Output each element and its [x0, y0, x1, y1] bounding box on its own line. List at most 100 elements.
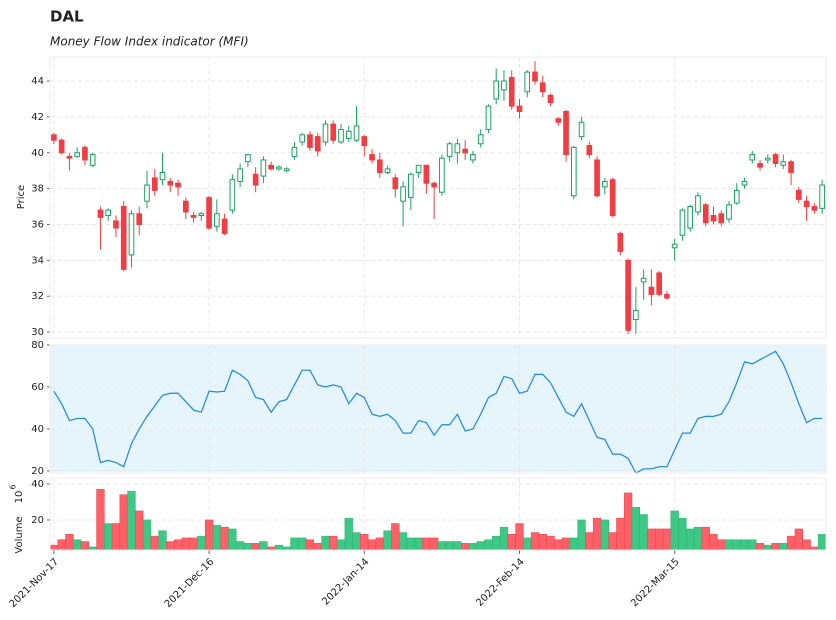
candle-body — [493, 80, 500, 100]
volume-bar — [142, 519, 152, 551]
candle-body — [555, 118, 562, 123]
candle-body — [338, 128, 344, 143]
volume-bar — [802, 539, 811, 551]
candle-body — [446, 143, 453, 157]
volume-bar — [592, 517, 602, 551]
candle-body — [516, 105, 523, 113]
volume-bar — [709, 534, 718, 551]
candle-body — [214, 213, 220, 227]
volume-bar — [158, 530, 167, 551]
y-tick-label: 30 — [31, 327, 44, 338]
volume-bar — [375, 537, 384, 551]
volume-bar — [119, 494, 128, 551]
volume-bar — [655, 528, 664, 551]
volume-bar — [755, 543, 765, 551]
y-tick-label: 38 — [31, 184, 44, 195]
candle-body — [741, 180, 748, 186]
candle-body — [361, 136, 368, 147]
volume-bar — [817, 534, 827, 551]
volume-bar — [492, 535, 501, 551]
volume-bar — [181, 537, 190, 551]
candle-body — [252, 173, 259, 186]
candle-body — [594, 159, 600, 197]
x-tick-label: 2021-Nov-17 — [8, 556, 61, 609]
volume-bar — [80, 541, 90, 551]
candle-body — [276, 166, 282, 170]
chart-subtitle: Money Flow Index indicator (MFI) — [50, 35, 249, 49]
volume-bar — [360, 534, 369, 551]
candle-body — [182, 200, 189, 213]
y-tick-label: 42 — [31, 112, 44, 123]
candle-body — [237, 168, 243, 182]
volume-bar — [608, 532, 617, 551]
candle-body — [811, 206, 818, 211]
volume-bar — [670, 510, 679, 551]
volume-bar — [732, 539, 741, 551]
volume-bar — [507, 534, 516, 551]
candle-body — [462, 148, 468, 154]
y-axis-label: Price — [16, 185, 27, 209]
x-tick-label: 2021-Dec-16 — [163, 556, 217, 610]
volume-bar — [717, 539, 726, 551]
y-tick-label: 40 — [31, 148, 44, 159]
volume-bar — [220, 526, 229, 551]
x-tick-label: 2022-Mar-15 — [629, 556, 682, 609]
volume-bar — [367, 539, 377, 551]
candle-body — [89, 154, 96, 166]
candle-body — [206, 197, 212, 229]
volume-bar — [771, 543, 780, 551]
candle-body — [128, 213, 135, 256]
scale-base: 10 — [14, 491, 25, 504]
candle-body — [563, 111, 569, 156]
candle-body — [353, 125, 360, 141]
y-tick-label: 34 — [31, 255, 44, 266]
volume-bar — [127, 490, 136, 551]
candle-body — [648, 286, 655, 295]
volume-bar — [49, 544, 59, 551]
volume-bar — [484, 539, 493, 551]
candle-body — [586, 145, 593, 156]
panel-frame — [49, 344, 827, 474]
y-axis-label: Volume — [14, 516, 25, 553]
candle-body — [764, 157, 771, 161]
y-tick-label: 44 — [31, 76, 44, 87]
volume-bar — [631, 507, 641, 551]
volume-bar — [763, 544, 772, 551]
volume-bar — [111, 523, 121, 551]
candle-body — [749, 154, 756, 161]
y-tick-label: 36 — [31, 219, 44, 230]
volume-bar — [779, 543, 788, 551]
volume-bar — [414, 537, 423, 551]
y-tick-label: 60 — [31, 382, 44, 393]
volume-bar — [422, 537, 431, 551]
candle-body — [733, 189, 740, 204]
volume-bar — [321, 535, 330, 551]
panel-frame — [49, 477, 827, 551]
candle-body — [307, 134, 313, 148]
candle-body — [198, 213, 205, 217]
candle-body — [656, 272, 662, 295]
candle-body — [229, 179, 236, 211]
volume-bar — [794, 528, 803, 551]
volume-bar — [437, 541, 447, 551]
candle-body — [788, 161, 794, 173]
candle-body — [702, 204, 709, 224]
volume-bar — [96, 489, 105, 551]
scale-exponent: 6 — [9, 484, 18, 489]
candle-body — [314, 136, 321, 152]
volume-bar — [600, 519, 609, 551]
candle-body — [710, 215, 717, 222]
candle-body — [772, 154, 779, 165]
volume-bar — [204, 519, 214, 551]
candle-body — [66, 155, 73, 159]
panel-frame — [49, 56, 827, 339]
volume-bar — [65, 534, 74, 551]
volume-bar — [57, 539, 66, 551]
candle-body — [718, 213, 725, 224]
candle-body — [113, 220, 119, 229]
volume-bar — [235, 541, 245, 551]
volume-bar — [786, 535, 796, 551]
chart-title: DAL — [50, 8, 84, 26]
candle-body — [578, 121, 585, 138]
